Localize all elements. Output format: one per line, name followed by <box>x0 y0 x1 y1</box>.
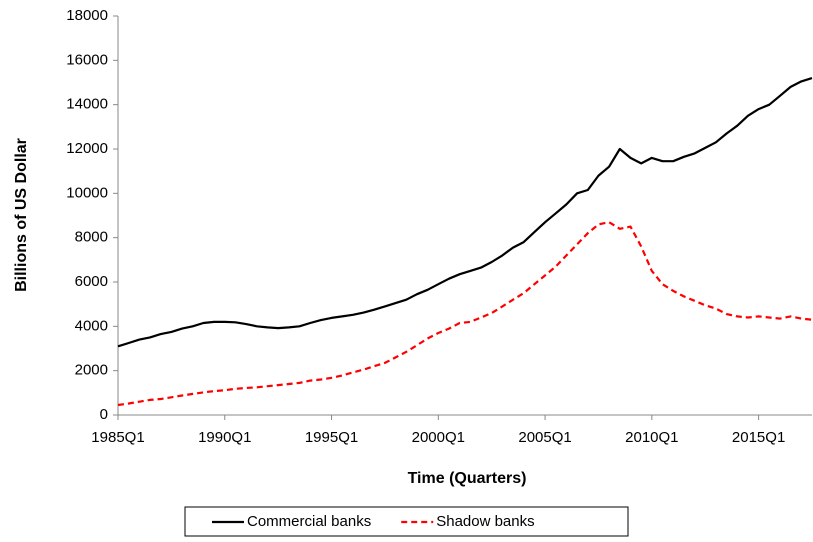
y-tick-label: 16000 <box>66 51 108 68</box>
y-tick-label: 18000 <box>66 7 108 24</box>
y-axis-title: Billions of US Dollar <box>13 138 30 292</box>
y-tick-label: 8000 <box>75 229 108 246</box>
series-line <box>117 221 813 407</box>
y-tick-label: 10000 <box>66 184 108 201</box>
y-tick-label: 0 <box>100 406 108 423</box>
x-axis-title: Time (Quarters) <box>408 470 527 487</box>
x-tick-label: 1990Q1 <box>198 429 251 446</box>
series-line <box>117 77 813 348</box>
legend-label: Commercial banks <box>247 513 371 530</box>
y-tick-label: 6000 <box>75 273 108 290</box>
x-tick-label: 1995Q1 <box>305 429 358 446</box>
y-tick-label: 12000 <box>66 140 108 157</box>
x-tick-label: 1985Q1 <box>91 429 144 446</box>
x-tick-label: 2010Q1 <box>625 429 678 446</box>
x-tick-label: 2005Q1 <box>518 429 571 446</box>
legend-label: Shadow banks <box>436 513 534 530</box>
x-tick-label: 2015Q1 <box>732 429 785 446</box>
y-tick-label: 14000 <box>66 96 108 113</box>
x-tick-label: 2000Q1 <box>412 429 465 446</box>
y-tick-label: 2000 <box>75 362 108 379</box>
y-tick-label: 4000 <box>75 317 108 334</box>
